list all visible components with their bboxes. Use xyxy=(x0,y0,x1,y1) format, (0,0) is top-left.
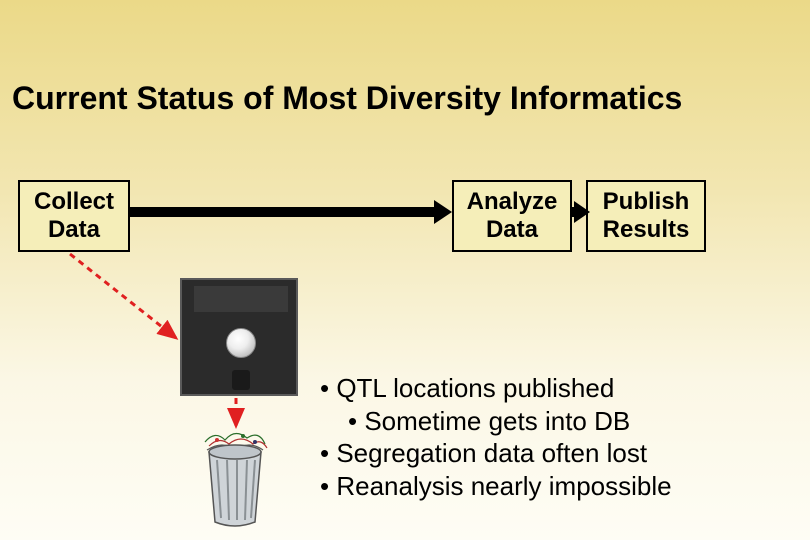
bullet-item: • Reanalysis nearly impossible xyxy=(320,470,672,503)
bullet-item: • Segregation data often lost xyxy=(320,437,672,470)
bullet-list: • QTL locations published • Sometime get… xyxy=(320,372,672,502)
bullet-item: • QTL locations published xyxy=(320,372,672,405)
trash-can-icon xyxy=(195,430,275,530)
bullet-item: • Sometime gets into DB xyxy=(348,405,672,438)
